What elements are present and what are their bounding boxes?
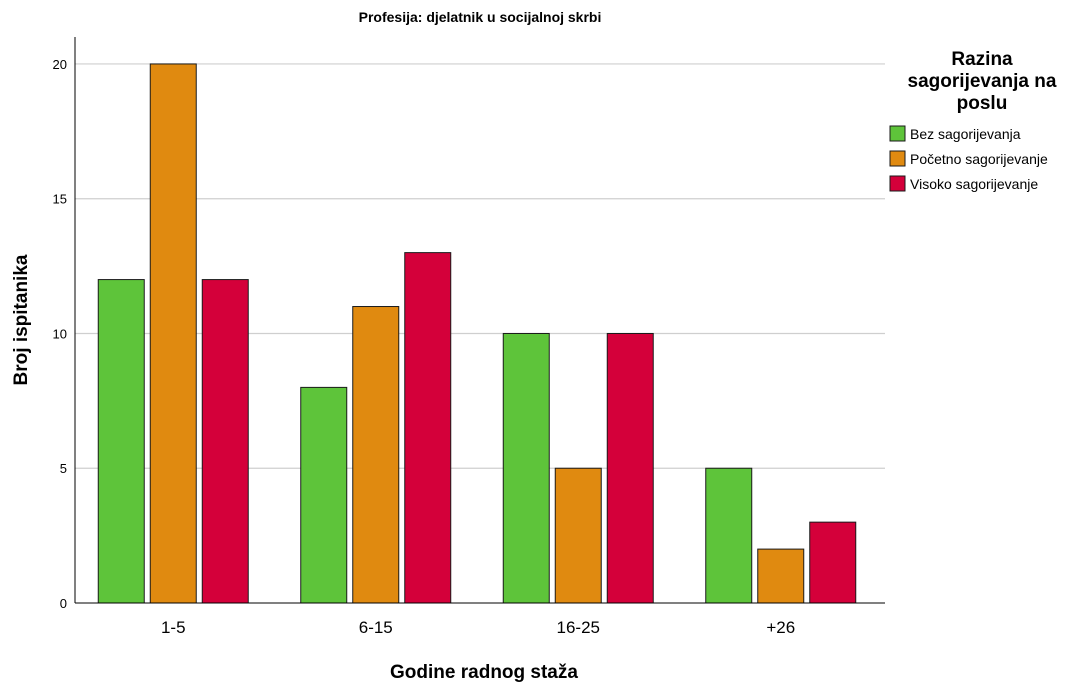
legend: Razina sagorijevanja na poslu Bez sagori… <box>889 49 1057 192</box>
bar <box>201 279 249 604</box>
bar <box>149 63 197 604</box>
y-tick-label: 20 <box>53 57 67 72</box>
bar <box>352 306 400 604</box>
legend-label: Bez sagorijevanja <box>910 126 1021 142</box>
x-tick-label: 1-5 <box>161 618 186 637</box>
x-tick-labels: 1-5 6-15 16-25 +26 <box>161 618 795 637</box>
bar <box>554 467 602 604</box>
axes <box>74 37 885 604</box>
y-axis-title: Broj ispitanika <box>11 254 32 385</box>
legend-title-line-2: sagorijevanja na <box>908 71 1057 92</box>
legend-title-line-3: poslu <box>957 93 1008 114</box>
y-tick-label: 10 <box>53 326 67 341</box>
x-tick-label: 6-15 <box>359 618 393 637</box>
bar <box>404 252 452 604</box>
legend-items: Bez sagorijevanja Početno sagorijevanje Vi… <box>889 125 1048 192</box>
legend-swatch <box>889 125 906 142</box>
bar <box>300 386 348 604</box>
legend-swatch <box>889 175 906 192</box>
x-tick-label: +26 <box>766 618 795 637</box>
bar <box>606 332 654 604</box>
y-tick-label: 5 <box>60 461 67 476</box>
bar <box>757 548 805 604</box>
y-tick-label: 15 <box>53 192 67 207</box>
y-tick-labels: 0 5 10 15 20 <box>53 57 67 611</box>
chart-title: Profesija: djelatnik u socijalnoj skrbi <box>359 9 602 25</box>
legend-title-line-1: Razina <box>951 49 1013 70</box>
legend-label: Visoko sagorijevanje <box>910 176 1038 192</box>
bar <box>705 467 753 604</box>
legend-label: Početno sagorijevanje <box>910 151 1048 167</box>
y-tick-label: 0 <box>60 596 67 611</box>
x-axis-title: Godine radnog staža <box>390 662 578 683</box>
bar <box>97 279 145 604</box>
x-tick-label: 16-25 <box>557 618 600 637</box>
legend-swatch <box>889 150 906 167</box>
bar <box>502 332 550 604</box>
bar <box>809 521 857 604</box>
